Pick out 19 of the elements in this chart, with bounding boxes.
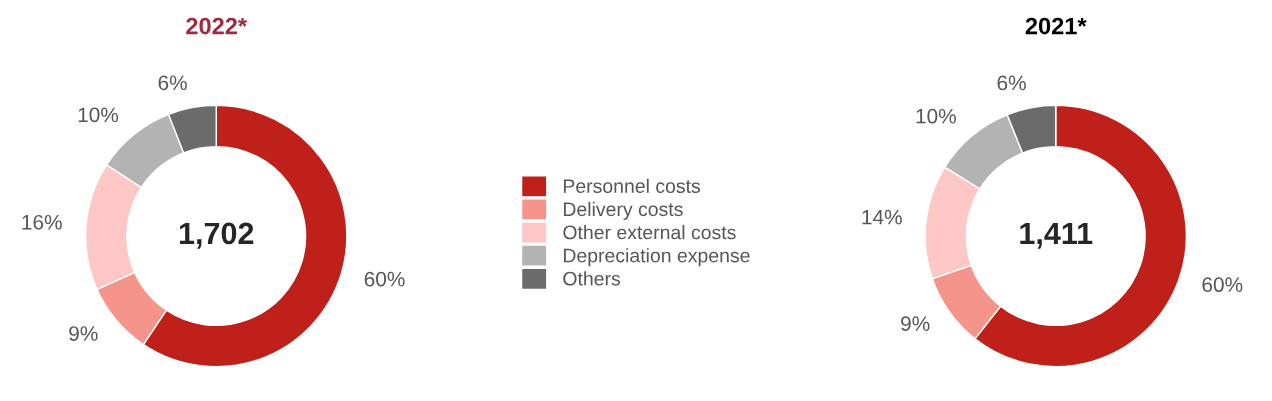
- data-label: 9%: [901, 316, 930, 332]
- data-label: 16%: [22, 214, 62, 230]
- text: 1,702: [179, 222, 254, 249]
- data-label: 10%: [916, 108, 956, 124]
- legend-label: Depreciation expense: [563, 248, 750, 267]
- text: 1,411: [1020, 222, 1093, 249]
- legend-label: Personnel costs: [563, 178, 701, 194]
- data-label: 9%: [69, 326, 98, 341]
- data-label: 10%: [78, 107, 119, 123]
- legend-label: Other external costs: [563, 225, 736, 240]
- data-label: 6%: [997, 75, 1026, 91]
- legend-label: Delivery costs: [563, 201, 683, 220]
- data-label: 60%: [364, 271, 405, 287]
- data-label: 60%: [1202, 277, 1243, 293]
- chart-title: 2022*: [186, 17, 248, 35]
- data-label: 14%: [862, 209, 902, 225]
- data-label: 6%: [158, 75, 187, 91]
- legend-label: Others: [563, 271, 621, 286]
- chart-title: 2021*: [1025, 17, 1087, 35]
